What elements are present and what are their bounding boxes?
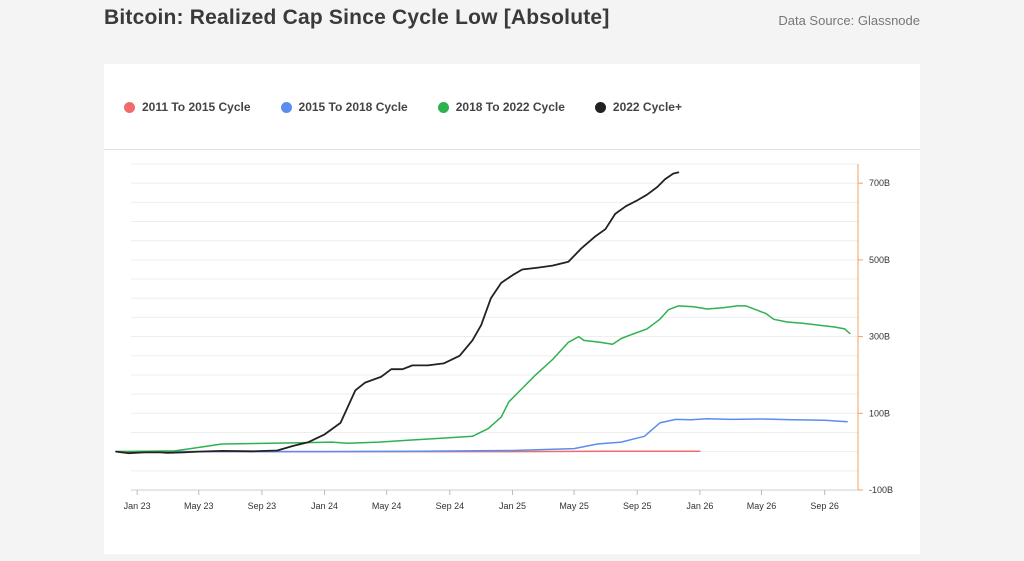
legend-label: 2018 To 2022 Cycle — [455, 100, 565, 114]
legend-label: 2015 To 2018 Cycle — [298, 100, 408, 114]
series-line-2 — [115, 417, 848, 453]
y-tick-label: 500B — [869, 255, 890, 265]
x-tick-label: Jan 23 — [124, 501, 151, 511]
legend-label: 2022 Cycle+ — [612, 100, 682, 114]
y-tick-label: 700B — [869, 178, 890, 188]
chart-card: 2011 To 2015 Cycle 2015 To 2018 Cycle 20… — [104, 64, 920, 554]
legend-divider — [104, 149, 920, 150]
chart-legend: 2011 To 2015 Cycle 2015 To 2018 Cycle 20… — [124, 100, 682, 114]
legend-dot-icon — [124, 101, 135, 113]
x-tick-label: Jan 25 — [499, 501, 526, 511]
grid-lines — [131, 163, 858, 472]
chart-title: Bitcoin: Realized Cap Since Cycle Low [A… — [104, 6, 610, 29]
y-tick-label: 100B — [869, 408, 890, 418]
legend-dot-icon — [594, 101, 606, 113]
series-line-4 — [115, 171, 680, 455]
axes: 700B 500B 300B 100B -100B Jan 23 May 23 Sep 23 J… — [124, 164, 893, 511]
y-tick-label: 300B — [869, 332, 890, 342]
x-tick-label: Sep 24 — [436, 501, 465, 511]
x-tick-label: May 25 — [559, 501, 589, 511]
x-tick-label: May 24 — [372, 501, 402, 511]
y-tick-label: -100B — [869, 485, 893, 495]
legend-item-2018-2022[interactable]: 2018 To 2022 Cycle — [437, 100, 565, 114]
legend-dot-icon — [437, 101, 449, 113]
legend-item-2015-2018[interactable]: 2015 To 2018 Cycle — [280, 100, 408, 114]
x-tick-label: Jan 24 — [311, 501, 338, 511]
x-tick-label: May 23 — [184, 501, 214, 511]
series-lines — [115, 171, 851, 455]
x-tick-label: May 26 — [747, 501, 777, 511]
legend-label: 2011 To 2015 Cycle — [142, 100, 251, 114]
legend-item-2011-2015[interactable]: 2011 To 2015 Cycle — [124, 100, 251, 114]
line-chart: 700B 500B 300B 100B -100B Jan 23 May 23 Sep 23 J… — [115, 163, 893, 511]
series-line-3 — [115, 305, 851, 453]
x-tick-label: Sep 23 — [248, 501, 277, 511]
x-tick-label: Jan 26 — [686, 501, 713, 511]
data-source-label: Data Source: Glassnode — [778, 13, 920, 28]
x-tick-label: Sep 26 — [810, 501, 839, 511]
legend-item-2022-plus[interactable]: 2022 Cycle+ — [594, 100, 682, 114]
legend-dot-icon — [280, 101, 292, 113]
x-tick-label: Sep 25 — [623, 501, 652, 511]
